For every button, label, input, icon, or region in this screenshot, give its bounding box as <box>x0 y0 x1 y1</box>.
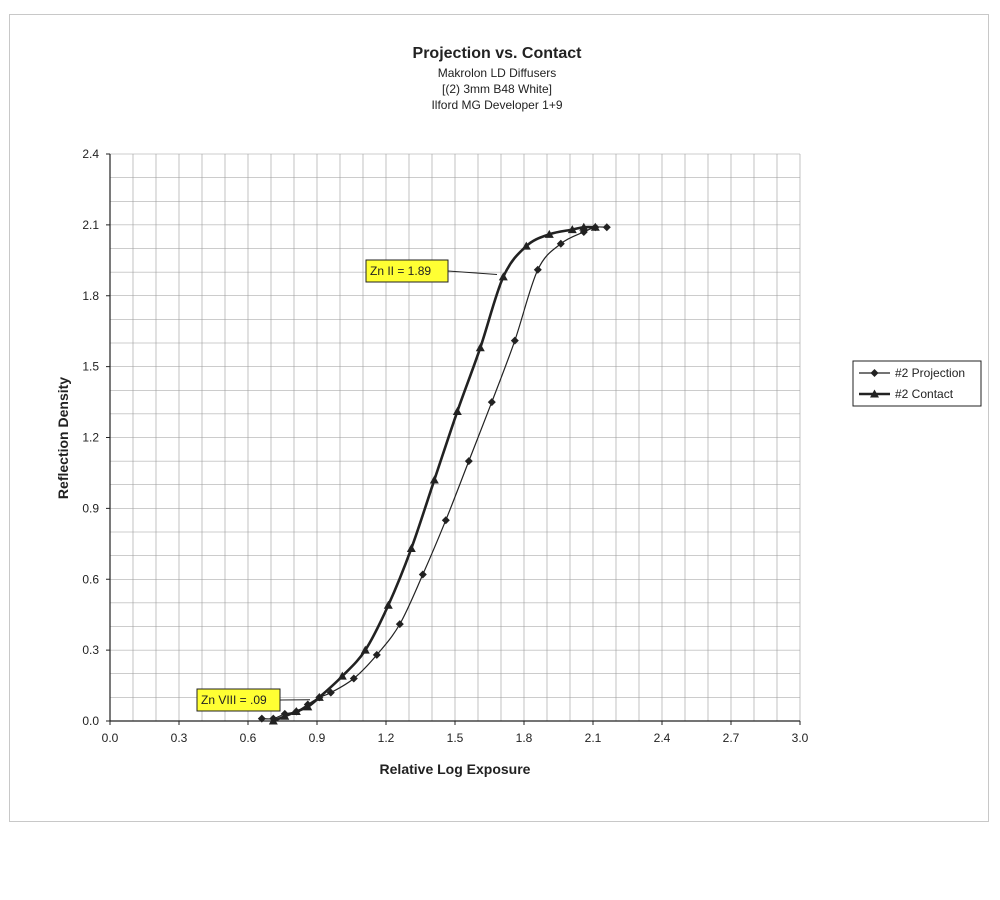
data-point-contact <box>498 272 508 281</box>
x-tick-label: 1.8 <box>516 731 533 745</box>
x-tick-label: 2.1 <box>585 731 602 745</box>
data-point-contact <box>280 711 290 720</box>
legend-marker-contact <box>870 389 879 398</box>
chart-subtitle-line-3: Ilford MG Developer 1+9 <box>431 98 562 112</box>
x-tick-label: 0.0 <box>102 731 119 745</box>
y-tick-label: 1.2 <box>82 431 99 445</box>
data-point-contact <box>567 225 577 234</box>
y-axis-label: Reflection Density <box>55 377 71 499</box>
data-point-contact <box>268 716 278 725</box>
y-tick-label: 2.1 <box>82 218 99 232</box>
legend-label-projection: #2 Projection <box>895 366 965 380</box>
x-tick-label: 3.0 <box>792 731 809 745</box>
chart-title: Projection vs. Contact <box>413 45 583 62</box>
data-point-projection <box>464 457 473 466</box>
x-tick-label: 0.6 <box>240 731 257 745</box>
y-tick-label: 1.5 <box>82 360 99 374</box>
y-tick-labels: 0.0 0.3 0.6 0.9 1.2 1.5 1.8 2.1 2.4 <box>82 147 110 728</box>
x-tick-label: 1.2 <box>378 731 395 745</box>
x-tick-label: 2.4 <box>654 731 671 745</box>
legend-box <box>852 360 982 407</box>
series-layer <box>257 222 611 725</box>
data-point-contact <box>452 407 462 416</box>
x-axis-label: Relative Log Exposure <box>380 761 531 777</box>
x-tick-label: 2.7 <box>723 731 740 745</box>
data-point-projection <box>533 265 542 274</box>
y-tick-label: 0.6 <box>82 572 99 586</box>
data-point-projection <box>257 714 266 723</box>
data-point-projection <box>602 223 611 232</box>
data-point-contact <box>406 544 416 553</box>
annotation-label: Zn VIII = .09 <box>201 693 267 707</box>
chart-subtitle-line-1: Makrolon LD Diffusers <box>438 66 557 80</box>
data-point-contact <box>360 645 370 654</box>
data-point-contact <box>291 707 301 716</box>
chart-subtitle-line-2: [(2) 3mm B48 White] <box>442 82 552 96</box>
data-point-contact <box>579 222 589 231</box>
data-point-contact <box>383 600 393 609</box>
annotation-label: Zn II = 1.89 <box>370 264 431 278</box>
data-point-contact <box>544 229 554 238</box>
data-point-projection <box>487 398 496 407</box>
legend: #2 Projection #2 Contact <box>852 360 982 407</box>
data-point-projection <box>372 650 381 659</box>
gridlines <box>109 153 801 722</box>
annotation-box <box>365 259 449 283</box>
chart-frame <box>9 14 989 822</box>
data-point-projection <box>510 336 519 345</box>
y-tick-label: 0.3 <box>82 643 99 657</box>
y-tick-label: 1.8 <box>82 289 99 303</box>
x-tick-labels: 0.0 0.3 0.6 0.9 1.2 1.5 1.8 2.1 2.4 2.7 3.0 <box>102 721 809 745</box>
data-point-contact <box>475 343 485 352</box>
legend-marker-projection <box>870 369 879 377</box>
series-line-projection <box>261 226 607 720</box>
legend-label-contact: #2 Contact <box>895 387 954 401</box>
y-tick-label: 0.0 <box>82 714 99 728</box>
data-point-contact <box>337 671 347 680</box>
annotations: Zn II = 1.89 Zn VIII = .09 <box>196 259 498 712</box>
data-point-projection <box>441 516 450 525</box>
y-tick-label: 2.4 <box>82 147 99 161</box>
data-point-projection <box>418 570 427 579</box>
data-point-contact <box>429 475 439 484</box>
annotation-box <box>196 688 281 712</box>
data-point-projection <box>556 239 565 248</box>
data-point-contact <box>303 702 313 711</box>
data-point-contact <box>590 222 600 231</box>
y-tick-label: 0.9 <box>82 501 99 515</box>
x-tick-label: 0.9 <box>309 731 326 745</box>
data-point-projection <box>349 674 358 683</box>
annotation-leader-line <box>447 270 498 275</box>
data-point-contact <box>521 241 531 250</box>
data-point-projection <box>395 620 404 629</box>
x-tick-label: 1.5 <box>447 731 464 745</box>
data-point-contact <box>314 692 324 701</box>
x-tick-label: 0.3 <box>171 731 188 745</box>
